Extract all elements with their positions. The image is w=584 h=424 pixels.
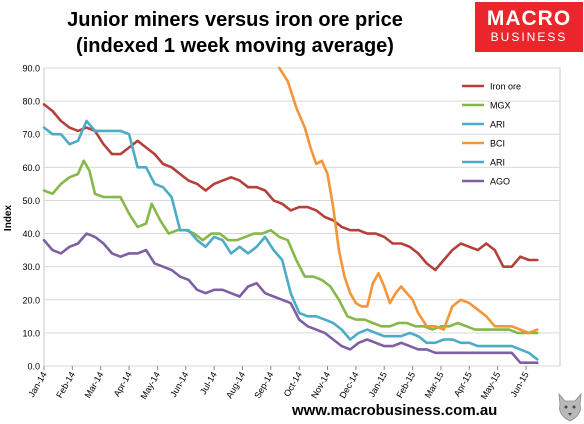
legend-label: AGO: [490, 177, 510, 187]
wolf-icon: [558, 392, 582, 422]
chart-title-line-1: Junior miners versus iron ore price: [67, 9, 403, 31]
series-line-mgx-1: [42, 159, 539, 335]
y-tick-label: 30.0: [22, 262, 40, 272]
x-tick-label: Jul-14: [198, 370, 219, 396]
x-tick-label: Sep-14: [252, 370, 275, 400]
series-line-bci-3: [278, 66, 539, 335]
x-tick-label: Aug-14: [224, 370, 247, 400]
x-tick-label: Apr-14: [112, 370, 134, 398]
chart-title-line-2: (indexed 1 week moving average): [76, 35, 394, 57]
logo-line-2: BUSINESS: [490, 30, 568, 44]
x-tick-label: May-14: [138, 370, 162, 401]
x-tick-label: Mar-14: [83, 370, 106, 400]
x-tick-label: Dec-14: [337, 370, 360, 400]
y-axis-label: Index: [3, 205, 14, 232]
grid-lines: [44, 67, 560, 367]
y-tick-label: 60.0: [22, 163, 40, 173]
legend-label: BCI: [490, 139, 505, 149]
legend: Iron ore MGX ARI BCI ARI AGO: [462, 82, 521, 187]
x-tick-label: Feb-15: [394, 370, 417, 400]
series-line-ari-2: [42, 119, 539, 361]
legend-label: Iron ore: [490, 82, 521, 92]
y-tick-label: 50.0: [22, 196, 40, 206]
x-tick-label: Jan-14: [26, 370, 48, 399]
legend-label: ARI: [490, 120, 505, 130]
y-tick-label: 40.0: [22, 229, 40, 239]
legend-label: ARI: [490, 158, 505, 168]
x-tick-label: Apr-15: [452, 370, 474, 398]
series-line-ago-5: [42, 232, 539, 364]
series-line-iron-ore-0: [42, 103, 539, 272]
y-tick-labels: 0.0 10.0 20.0 30.0 40.0 50.0 60.0 70.0 80.0 90.0: [22, 64, 40, 372]
y-tick-label: 70.0: [22, 130, 40, 140]
x-tick-labels: Jan-14 Feb-14 Mar-14 Apr-14 May-14 Jun-14 Jul-…: [26, 366, 531, 401]
series-layer: [42, 66, 539, 364]
y-tick-label: 80.0: [22, 97, 40, 107]
x-tick-label: Feb-14: [54, 370, 77, 400]
x-tick-label: Jan-15: [367, 370, 389, 399]
logo-line-1: MACRO: [486, 7, 572, 30]
x-tick-label: May-15: [479, 370, 503, 401]
x-tick-label: Nov-14: [309, 370, 332, 400]
x-tick-label: Jun-15: [508, 370, 530, 399]
x-tick-label: Oct-14: [282, 370, 304, 398]
macrobusiness-logo: MACRO BUSINESS: [475, 2, 583, 52]
y-tick-label: 20.0: [22, 295, 40, 305]
y-tick-label: 10.0: [22, 328, 40, 338]
x-tick-label: Mar-15: [423, 370, 446, 400]
y-tick-label: 90.0: [22, 64, 40, 74]
legend-label: MGX: [490, 101, 511, 111]
x-tick-label: Jun-14: [168, 370, 190, 399]
y-tick-label: 0.0: [27, 362, 40, 372]
source-url: www.macrobusiness.com.au: [292, 402, 498, 419]
